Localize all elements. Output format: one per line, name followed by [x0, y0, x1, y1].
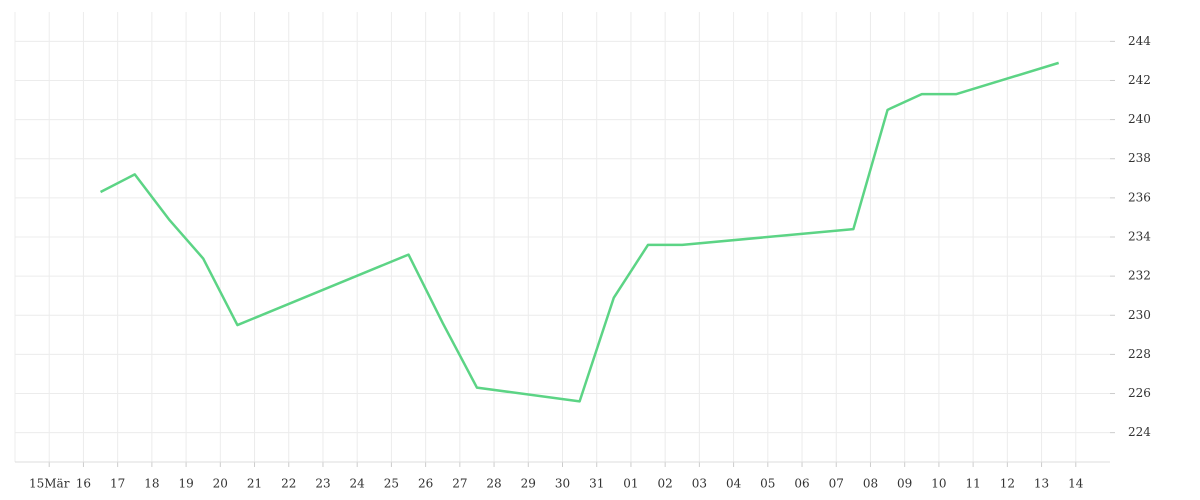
x-tick-label: 06 — [794, 477, 809, 491]
x-tick-label: 30 — [555, 477, 570, 491]
x-tick-label: 21 — [247, 477, 262, 491]
x-tick-label: 04 — [726, 477, 742, 491]
x-tick-label: 18 — [144, 477, 159, 491]
x-tick-label: 31 — [589, 477, 604, 491]
x-tick-label: 23 — [315, 477, 330, 491]
x-tick-label: 14 — [1068, 477, 1084, 491]
x-tick-label: 28 — [486, 477, 501, 491]
y-tick-label: 224 — [1128, 425, 1151, 439]
y-tick-label: 230 — [1128, 308, 1151, 322]
x-tick-label: 13 — [1034, 477, 1049, 491]
y-tick-label: 244 — [1128, 34, 1151, 48]
x-tick-label: 03 — [692, 477, 707, 491]
y-tick-label: 238 — [1128, 151, 1151, 165]
x-tick-label: 02 — [658, 477, 673, 491]
x-tick-label: 05 — [760, 477, 775, 491]
x-tick-label: 08 — [863, 477, 878, 491]
y-tick-label: 242 — [1128, 73, 1151, 87]
y-tick-label: 226 — [1128, 386, 1151, 400]
x-tick-label: 15Mär — [29, 477, 70, 491]
y-tick-label: 236 — [1128, 190, 1151, 204]
y-tick-label: 240 — [1128, 112, 1151, 126]
x-tick-label: 16 — [76, 477, 91, 491]
line-series — [99, 61, 1060, 403]
y-tick-label: 234 — [1128, 230, 1151, 244]
x-tick-label: 27 — [452, 477, 467, 491]
x-tick-label: 20 — [213, 477, 228, 491]
x-tick-label: 29 — [521, 477, 536, 491]
x-tick-label: 11 — [965, 477, 980, 491]
x-tick-label: 10 — [931, 477, 946, 491]
x-tick-label: 17 — [110, 477, 125, 491]
x-tick-label: 09 — [897, 477, 912, 491]
y-tick-label: 228 — [1128, 347, 1151, 361]
y-tick-label: 232 — [1128, 269, 1151, 283]
x-tick-label: 19 — [178, 477, 193, 491]
x-tick-label: 01 — [623, 477, 638, 491]
x-tick-label: 22 — [281, 477, 296, 491]
x-tick-label: 12 — [1000, 477, 1015, 491]
x-tick-label: 26 — [418, 477, 433, 491]
x-tick-label: 07 — [829, 477, 844, 491]
x-tick-label: 25 — [384, 477, 399, 491]
x-tick-label: 24 — [350, 477, 366, 491]
